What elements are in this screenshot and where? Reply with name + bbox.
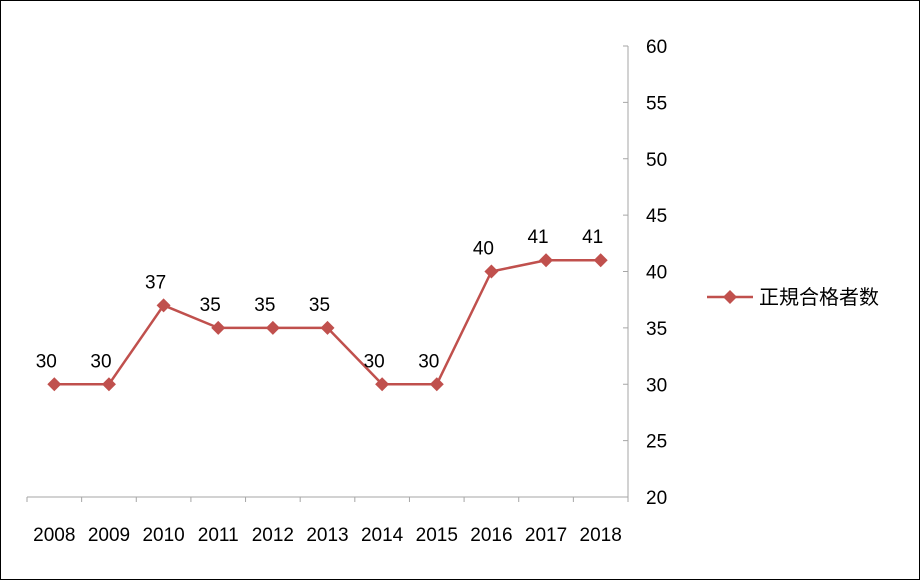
data-point-marker	[265, 320, 280, 335]
y-tick-label: 20	[646, 488, 667, 509]
y-tick-label: 55	[646, 93, 667, 114]
markers-group	[47, 253, 608, 392]
x-tick-label: 2009	[88, 525, 130, 546]
y-tick-label: 40	[646, 263, 667, 284]
legend-label-series-1: 正規合格者数	[759, 285, 879, 309]
data-point-marker	[484, 264, 499, 279]
data-point-marker	[211, 320, 226, 335]
y-tick-label: 50	[646, 150, 667, 171]
x-tick-label: 2014	[361, 525, 404, 546]
y-tick-label: 25	[646, 432, 667, 453]
data-label: 41	[582, 227, 603, 248]
x-tick-label: 2013	[306, 525, 348, 546]
y-tick-label: 60	[646, 37, 667, 58]
data-label: 30	[418, 351, 439, 372]
x-tick-label: 2017	[525, 525, 567, 546]
y-tick-label: 30	[646, 375, 667, 396]
data-label: 37	[145, 272, 166, 293]
data-point-marker	[320, 320, 335, 335]
legend: 正規合格者数	[707, 285, 879, 309]
x-tick-label: 2015	[416, 525, 458, 546]
data-point-marker	[593, 253, 608, 268]
data-point-marker	[101, 377, 116, 392]
data-label: 35	[309, 295, 330, 316]
x-tick-label: 2012	[252, 525, 294, 546]
data-label: 35	[200, 295, 221, 316]
data-labels-group: 30 30 37 35 35 35 30 30 40 41 41	[36, 227, 604, 372]
data-label: 30	[364, 351, 385, 372]
x-tick-label: 2018	[580, 525, 622, 546]
data-label: 30	[36, 351, 57, 372]
data-point-marker	[156, 298, 171, 313]
legend-marker	[723, 290, 737, 304]
axes: 2008 2009 2010 2011 2012 2013 2014 2015 2016 2017…	[26, 37, 667, 546]
data-label: 41	[527, 227, 548, 248]
data-point-marker	[47, 377, 62, 392]
data-label: 35	[254, 295, 275, 316]
data-label: 30	[90, 351, 111, 372]
x-tick-label: 2016	[470, 525, 512, 546]
x-tick-label: 2011	[198, 525, 239, 546]
data-point-marker	[375, 377, 390, 392]
y-tick-label: 45	[646, 206, 667, 227]
x-tick-label: 2008	[33, 525, 75, 546]
data-label: 40	[473, 239, 494, 260]
y-tick-label: 35	[646, 319, 667, 340]
x-tick-label: 2010	[142, 525, 184, 546]
data-point-marker	[539, 253, 554, 268]
data-point-marker	[429, 377, 444, 392]
